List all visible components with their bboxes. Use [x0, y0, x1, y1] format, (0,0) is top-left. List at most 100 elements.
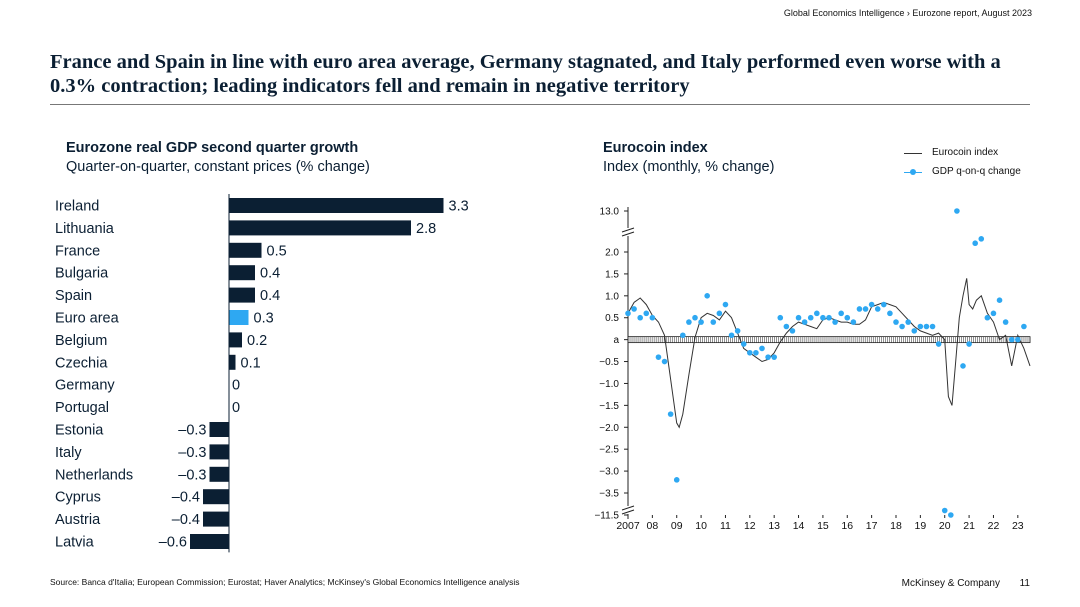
gdp-point — [631, 306, 637, 312]
gdp-point — [978, 236, 985, 242]
bar-value-label: 3.3 — [449, 199, 469, 215]
bar-value-label: 0 — [232, 400, 240, 416]
y-tick-label: −3.0 — [599, 467, 619, 478]
y-tick-label: −2.0 — [599, 423, 619, 434]
bar-category-label: Netherlands — [55, 467, 133, 483]
x-tick-label: 17 — [866, 520, 878, 532]
axis-break-mark — [621, 505, 635, 511]
bar-value-label: 0.2 — [247, 333, 267, 349]
gdp-point — [698, 319, 704, 325]
gdp-point — [874, 306, 881, 312]
gdp-point — [972, 240, 978, 247]
bar-value-label: –0.3 — [178, 423, 206, 439]
gdp-point — [710, 319, 717, 325]
y-tick-label: −1.5 — [599, 401, 619, 412]
x-tick-label: 14 — [793, 520, 805, 532]
bar-category-label: Spain — [55, 288, 92, 304]
gdp-point — [795, 314, 802, 321]
legend-label-eurocoin: Eurocoin index — [932, 147, 999, 158]
x-tick-label: 11 — [720, 520, 731, 532]
x-tick-label: 21 — [963, 520, 975, 532]
bar — [229, 332, 242, 348]
line-swatch-icon — [904, 148, 926, 158]
gdp-point — [899, 323, 905, 330]
gdp-point — [771, 354, 777, 360]
gdp-point — [740, 341, 747, 347]
bar-value-label: 0.5 — [267, 243, 287, 259]
x-tick-label: 23 — [1012, 520, 1024, 532]
bar — [229, 265, 255, 281]
bar-category-label: Austria — [55, 512, 101, 528]
line-chart-legend: Eurocoin index GDP q-on-q change — [904, 143, 1021, 181]
axis-break-mark — [621, 231, 635, 237]
report-breadcrumb: Global Economics Intelligence › Eurozone… — [783, 8, 1032, 18]
y-tick-label: 1.5 — [605, 269, 619, 280]
bar-value-label: 0.1 — [241, 355, 261, 371]
bar-category-label: Euro area — [55, 311, 120, 327]
legend-item-eurocoin: Eurocoin index — [904, 143, 1021, 162]
page-number: 11 — [1019, 578, 1030, 589]
gdp-point — [844, 314, 851, 321]
line-chart-subtitle: Index (monthly, % change) — [603, 159, 775, 175]
x-tick-label: 19 — [915, 520, 927, 532]
bar-category-label: Portugal — [55, 400, 109, 416]
gdp-point — [686, 319, 692, 325]
x-tick-label: 18 — [890, 520, 902, 532]
bar-value-label: 0.4 — [260, 288, 280, 304]
gdp-point — [960, 363, 966, 369]
bar-value-label: –0.3 — [178, 467, 206, 483]
y-tick-label: −11.5 — [594, 511, 619, 522]
x-tick-label: 13 — [768, 520, 780, 532]
y-tick-label: −1.0 — [599, 379, 619, 390]
y-tick-label: a — [613, 335, 619, 346]
gdp-point — [941, 507, 948, 514]
gdp-point — [814, 310, 820, 317]
bar-category-label: Bulgaria — [55, 266, 109, 282]
eurocoin-line-chart: 13.0 2.0 1.5 1.0 0.5 a −0.5 −1.0 −1.5 −2.0 −2.5 −3.… — [594, 207, 1031, 532]
gdp-point — [990, 310, 997, 317]
gdp-point — [935, 341, 942, 347]
gdp-bar-chart: Ireland 3.3 Lithuania 2.8 France 0.5 Bulgaria 0… — [55, 194, 469, 553]
gdp-point — [1008, 336, 1015, 343]
gdp-point — [850, 319, 857, 325]
bar — [229, 287, 255, 303]
gdp-point — [728, 332, 735, 339]
legend-item-gdp: GDP q-on-q change — [904, 162, 1021, 181]
bar-value-label: 0.4 — [260, 266, 280, 282]
dot-swatch-icon — [904, 167, 926, 177]
bar-category-label: Latvia — [55, 535, 95, 551]
gdp-point — [826, 314, 832, 321]
bar — [203, 511, 229, 527]
gdp-point — [820, 314, 826, 321]
bar-category-label: Germany — [55, 378, 115, 394]
gdp-point — [911, 328, 918, 334]
gdp-point — [734, 328, 741, 334]
bar-value-label: 2.8 — [416, 221, 436, 237]
gdp-point — [954, 208, 960, 214]
line-chart-title: Eurocoin index — [603, 140, 708, 156]
gdp-point — [966, 341, 972, 347]
gdp-point — [996, 297, 1003, 303]
gdp-point — [789, 328, 796, 334]
gdp-point — [643, 310, 650, 317]
x-tick-label: 10 — [695, 520, 707, 532]
source-note: Source: Banca d'Italia; European Commiss… — [50, 577, 520, 587]
bar — [229, 220, 411, 236]
bar-category-label: Lithuania — [55, 221, 115, 237]
gdp-point — [753, 349, 759, 356]
gdp-point — [917, 323, 924, 330]
y-tick-label: −0.5 — [599, 357, 619, 368]
gdp-point — [704, 293, 710, 299]
gdp-point — [881, 301, 887, 308]
y-tick-label: −2.5 — [599, 445, 619, 456]
gdp-point — [680, 332, 686, 339]
bar — [229, 242, 262, 258]
gdp-point — [759, 345, 765, 352]
gdp-point — [747, 349, 753, 356]
eurocoin-line — [627, 278, 1031, 429]
gdp-point — [661, 358, 668, 365]
bar — [229, 198, 444, 213]
bar-category-label: Cyprus — [55, 490, 101, 506]
y-tick-label: 13.0 — [600, 207, 620, 218]
gdp-point — [649, 314, 656, 321]
